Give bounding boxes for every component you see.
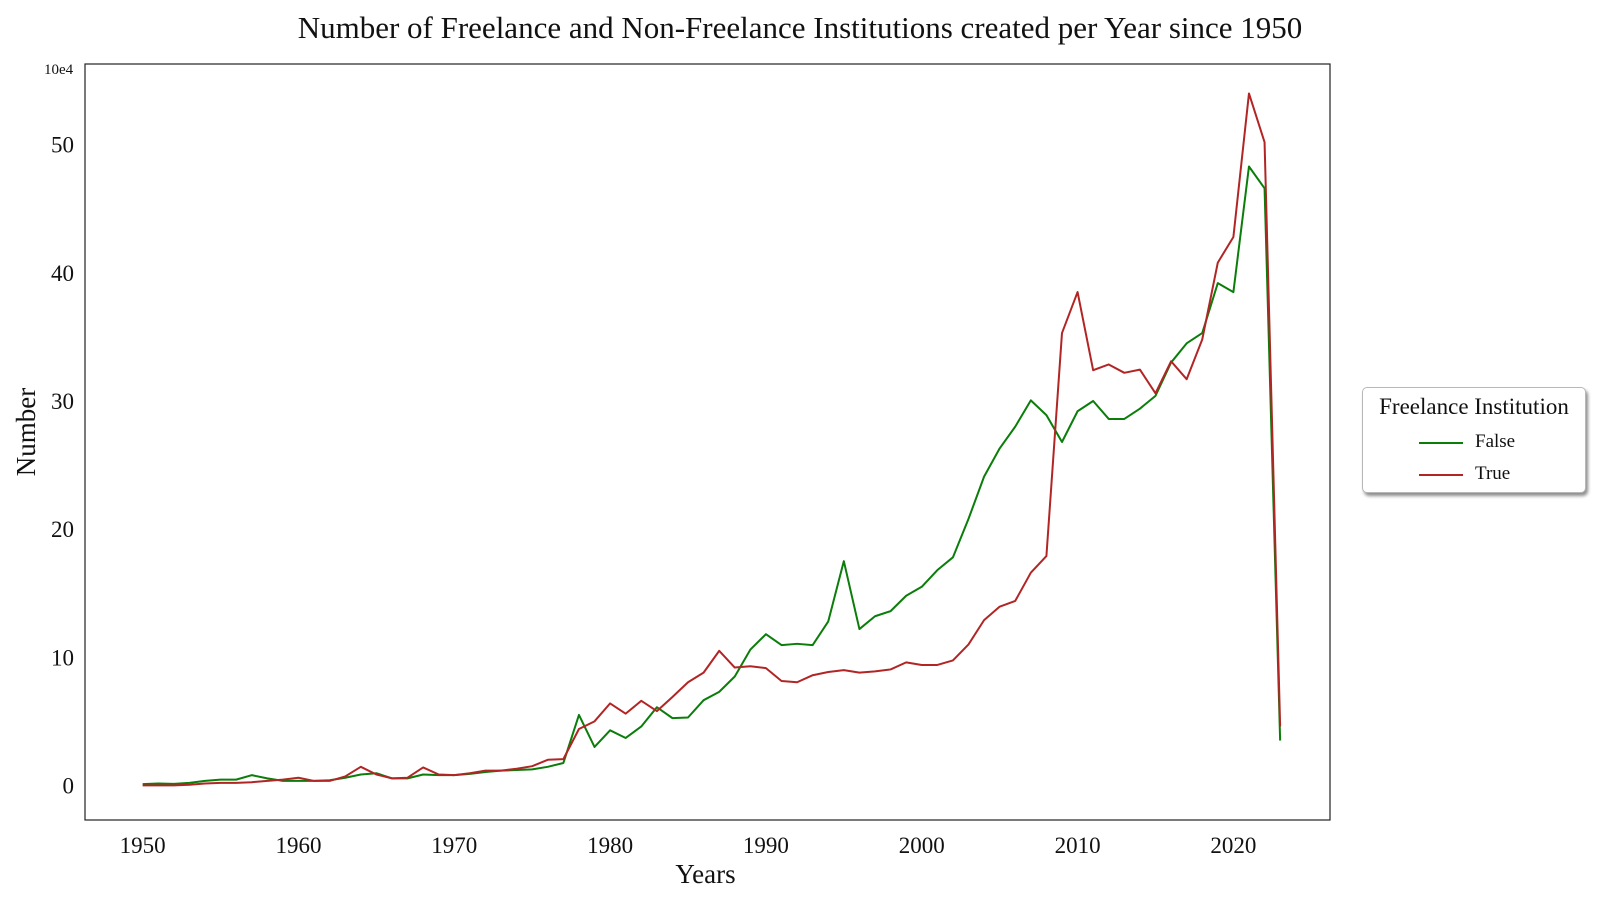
chart-title: Number of Freelance and Non-Freelance In… <box>297 10 1303 45</box>
x-tick-label-1990: 1990 <box>743 833 789 858</box>
x-tick-label-2020: 2020 <box>1210 833 1256 858</box>
legend: Freelance Institution False True <box>1362 387 1586 493</box>
series-layer <box>142 92 1282 787</box>
x-tick-label-1950: 1950 <box>120 833 166 858</box>
plot-frame <box>84 63 1331 821</box>
x-tick-label-1970: 1970 <box>431 833 477 858</box>
y-tick-label-0: 0 <box>63 773 75 798</box>
y-axis-label: Number <box>11 388 41 476</box>
y-axis-multiplier: 10e4 <box>44 62 74 78</box>
series-line-false <box>142 165 1282 786</box>
legend-title: Freelance Institution <box>1379 394 1569 419</box>
ticks-layer: 1950 1960 1970 1980 1990 2000 2010 2020 0 10 20 30 4… <box>51 133 1256 858</box>
x-tick-label-1980: 1980 <box>587 833 633 858</box>
legend-swatch-false <box>1419 442 1463 444</box>
y-tick-label-40: 40 <box>51 261 74 286</box>
x-axis-label: Years <box>675 859 735 889</box>
y-tick-label-10: 10 <box>51 645 74 670</box>
series-line-true <box>142 92 1282 787</box>
x-tick-label-2010: 2010 <box>1055 833 1101 858</box>
y-tick-label-30: 30 <box>51 389 74 414</box>
x-tick-label-1960: 1960 <box>275 833 321 858</box>
legend-swatch-true <box>1419 474 1463 476</box>
legend-entry-true[interactable]: True <box>1419 463 1579 487</box>
legend-label-true: True <box>1475 463 1511 484</box>
y-tick-label-20: 20 <box>51 517 74 542</box>
legend-label-false: False <box>1475 431 1516 452</box>
legend-entry-false[interactable]: False <box>1419 431 1579 455</box>
x-tick-label-2000: 2000 <box>899 833 945 858</box>
y-tick-label-50: 50 <box>51 133 74 158</box>
